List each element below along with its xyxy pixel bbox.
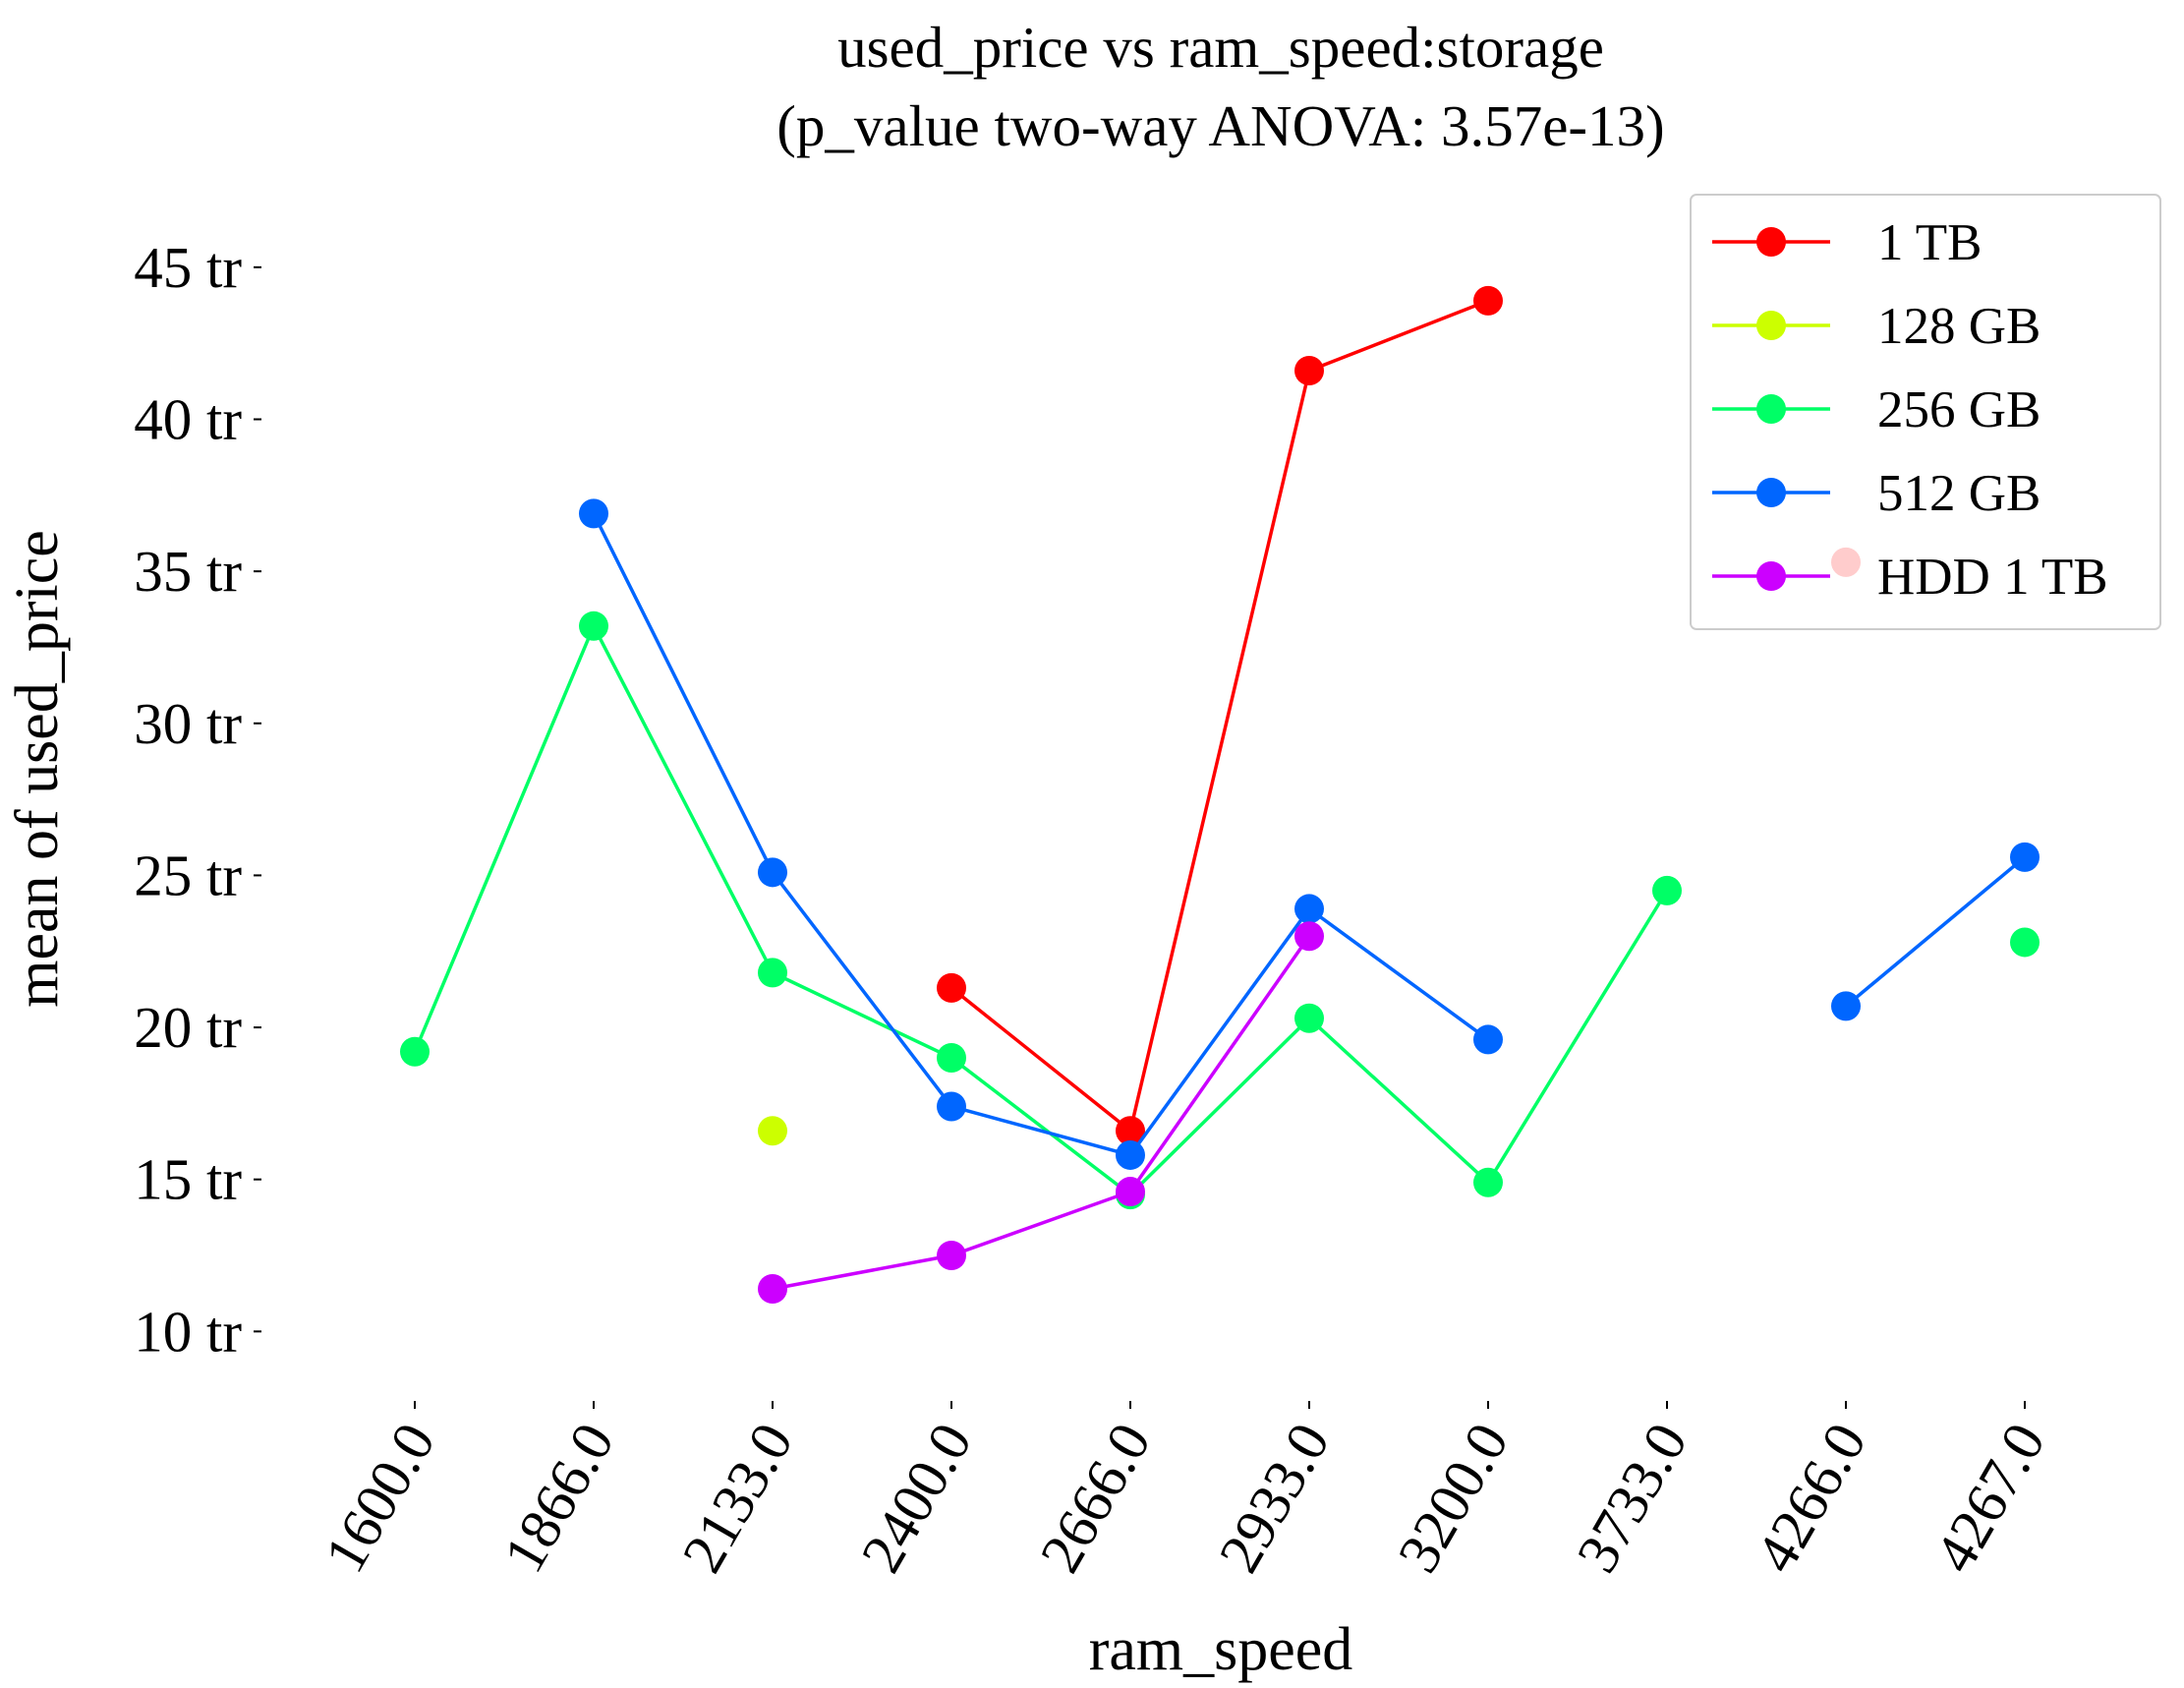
data-point — [1116, 1139, 1145, 1170]
y-tick-label: 40 tr — [134, 386, 242, 451]
y-tick-label: 25 tr — [134, 843, 242, 907]
y-axis: 10 tr 15 tr 20 tr 25 tr 30 tr 35 tr 40 tr 45 tr — [134, 235, 261, 1364]
y-tick-label: 15 tr — [134, 1147, 242, 1212]
data-point — [758, 857, 787, 888]
data-point — [1116, 1177, 1145, 1207]
legend-label: 1 TB — [1877, 214, 1983, 271]
legend: 1 TB 128 GB 256 GB 512 GB HDD 1 TB — [1690, 194, 2161, 630]
y-tick-label: 30 tr — [134, 691, 242, 756]
y-tick-label: 10 tr — [134, 1299, 242, 1364]
x-tick-label: 1600.0 — [312, 1413, 447, 1584]
data-point — [2010, 842, 2040, 872]
x-tick-label: 2133.0 — [669, 1413, 805, 1584]
y-tick-label: 35 tr — [134, 539, 242, 604]
data-point — [579, 498, 608, 529]
data-point — [1831, 991, 1861, 1021]
series-hdd-1-tb — [758, 921, 1324, 1305]
series-line — [772, 935, 1311, 1291]
legend-marker — [1756, 478, 1786, 507]
legend-marker — [1756, 394, 1786, 424]
legend-marker — [1756, 227, 1786, 257]
x-axis-label: ram_speed — [1089, 1616, 1353, 1683]
plot-area — [400, 285, 2040, 1305]
data-point — [937, 972, 966, 1003]
x-tick-label: 3733.0 — [1564, 1413, 1699, 1584]
legend-frame — [1690, 194, 2161, 630]
legend-label: HDD 1 TB — [1877, 549, 2108, 606]
series-128-gb — [758, 1116, 787, 1146]
data-point — [758, 1116, 787, 1146]
legend-marker — [1756, 561, 1786, 591]
x-tick-label: 1866.0 — [490, 1413, 626, 1584]
series-line — [949, 299, 1489, 1133]
data-point — [937, 1042, 966, 1073]
series-line — [413, 624, 1669, 1196]
legend-label: 128 GB — [1877, 298, 2040, 355]
x-axis: 1600.0 1866.0 2133.0 2400.0 2666.0 2933.0 3200… — [312, 1401, 2057, 1583]
data-point — [937, 1091, 966, 1122]
data-point — [1473, 1167, 1503, 1197]
data-point — [579, 611, 608, 641]
data-point — [937, 1241, 966, 1271]
series-line — [1844, 855, 2027, 1008]
data-point — [1294, 921, 1324, 952]
y-tick-label: 45 tr — [134, 235, 242, 300]
data-point — [1294, 356, 1324, 386]
data-point — [1473, 1024, 1503, 1055]
legend-marker — [1756, 311, 1786, 340]
data-point — [1294, 1003, 1324, 1033]
chart-subtitle: (p_value two-way ANOVA: 3.57e-13) — [776, 93, 1664, 158]
data-point — [2010, 927, 2040, 958]
y-tick-label: 20 tr — [134, 995, 242, 1060]
data-point — [758, 958, 787, 988]
x-tick-label: 2400.0 — [848, 1413, 984, 1584]
data-point — [758, 1274, 787, 1305]
data-point — [1473, 285, 1503, 316]
data-point — [1294, 894, 1324, 924]
chart-title: used_price vs ram_speed:storage — [837, 15, 1604, 80]
data-point — [1116, 1116, 1145, 1146]
data-point — [1652, 875, 1682, 905]
x-tick-label: 4267.0 — [1922, 1413, 2057, 1584]
series-line — [592, 512, 1490, 1157]
data-point — [400, 1036, 430, 1067]
series-256-gb — [400, 611, 2040, 1210]
series-512-gb — [579, 498, 2040, 1170]
y-axis-label: mean of used_price — [4, 530, 71, 1007]
x-tick-label: 2666.0 — [1027, 1413, 1163, 1584]
x-tick-label: 3200.0 — [1385, 1413, 1521, 1584]
legend-label: 512 GB — [1877, 465, 2040, 522]
x-tick-label: 4266.0 — [1743, 1413, 1878, 1584]
x-tick-label: 2933.0 — [1206, 1413, 1342, 1584]
legend-label: 256 GB — [1877, 381, 2040, 438]
